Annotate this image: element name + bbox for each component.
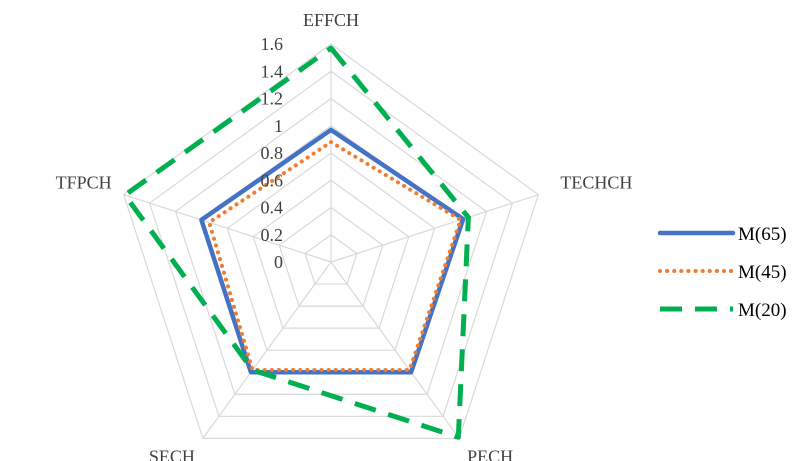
tick-label-7: 1.4 <box>261 61 284 81</box>
grid-ring-4 <box>226 152 436 351</box>
tick-label-8: 1.6 <box>261 34 284 54</box>
legend-label-m-45: M(45) <box>738 262 787 283</box>
grid-ring-3 <box>252 179 410 329</box>
tick-label-0: 0 <box>274 252 283 272</box>
axis-label-effch: EFFCH <box>303 10 359 30</box>
tick-label-4: 0.8 <box>261 143 284 163</box>
series-m-65 <box>199 127 466 375</box>
legend-item-m-65: M(65) <box>657 224 787 245</box>
series-m-45 <box>207 140 463 373</box>
tick-label-2: 0.4 <box>261 198 284 218</box>
legend-item-m-45: M(45) <box>658 262 787 283</box>
legend-label-m-65: M(65) <box>738 224 787 245</box>
grid-ring-2 <box>278 206 384 307</box>
axis-label-sech: SECH <box>149 446 195 461</box>
axis-label-pech: PECH <box>467 446 513 461</box>
axis-label-tfpch: TFPCH <box>56 173 112 193</box>
radar-grid <box>122 43 540 439</box>
legend: M(65) M(45) M(20) <box>657 224 787 321</box>
spoke-pech <box>330 261 460 439</box>
axis-labels: EFFCH TECHCH PECH SECH TFPCH <box>56 10 633 461</box>
spoke-techch <box>330 194 539 263</box>
tick-label-1: 0.2 <box>261 225 284 245</box>
legend-item-m-20: M(20) <box>660 300 787 321</box>
tick-label-5: 1 <box>274 116 283 136</box>
axis-label-techch: TECHCH <box>560 173 632 193</box>
spoke-sech <box>202 261 332 439</box>
radar-series <box>122 45 471 440</box>
grid-ring-7 <box>148 70 514 417</box>
grid-ring-1 <box>304 234 358 285</box>
spoke-tfpch <box>123 194 332 263</box>
tick-label-6: 1.2 <box>261 89 284 109</box>
legend-label-m-20: M(20) <box>738 300 787 321</box>
series-m-20 <box>122 45 471 440</box>
tick-label-3: 0.6 <box>261 170 284 190</box>
radial-tick-labels: 0 0.2 0.4 0.6 0.8 1 1.2 1.4 1.6 <box>261 34 284 272</box>
